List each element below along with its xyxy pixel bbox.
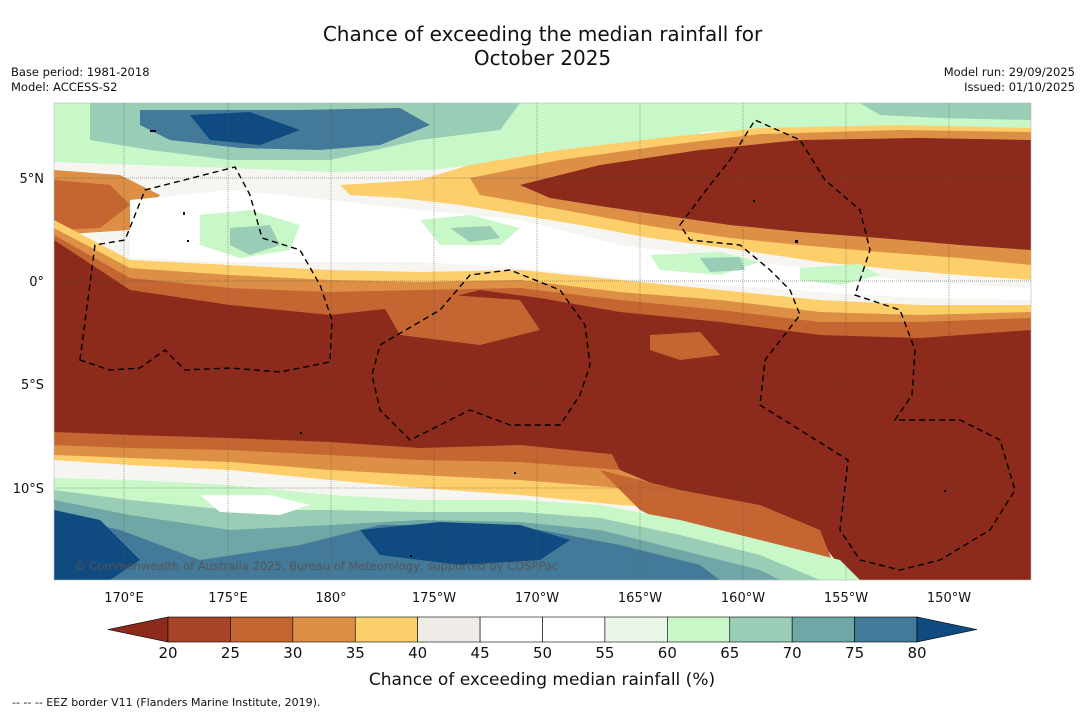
- base-period: Base period: 1981-2018: [11, 65, 150, 79]
- south-wet-core-west: [54, 510, 140, 580]
- map-frame: [53, 102, 1032, 581]
- colorbar-over-arrow: [916, 616, 978, 643]
- lat-label: 0°: [29, 275, 44, 290]
- latitude-labels: 5°N 0° 5°S 10°S: [13, 172, 44, 497]
- lon-label: 165°W: [618, 591, 662, 606]
- colorbar-tick-label: 20: [158, 644, 177, 662]
- map-title-line2: October 2025: [473, 46, 612, 70]
- islands: [150, 130, 946, 557]
- lat-label: 10°S: [13, 482, 44, 497]
- south-wet-core-mid: [360, 522, 570, 565]
- model-run: Model run: 29/09/2025: [943, 65, 1075, 79]
- colorbar-tick-label: 45: [471, 644, 490, 662]
- colorbar-tick-label: 75: [845, 644, 864, 662]
- colorbar-swatch: [417, 616, 481, 643]
- colorbar-swatch: [354, 616, 418, 643]
- colorbar-title: Chance of exceeding median rainfall (%): [369, 670, 715, 690]
- colorbar-swatch: [604, 616, 668, 643]
- lat-label: 5°N: [20, 172, 45, 187]
- north-dry-core: [520, 138, 1031, 250]
- colorbar-swatch: [854, 616, 918, 643]
- colorbar-swatch: [230, 616, 294, 643]
- lon-label: 160°W: [721, 591, 765, 606]
- longitude-labels: 170°E 175°E 180° 175°W 170°W 165°W 160°W 155°W 1…: [104, 591, 971, 606]
- colorbar-swatch: [479, 616, 543, 643]
- colorbar-tick-label: 70: [783, 644, 802, 662]
- colorbar-tick-label: 40: [408, 644, 427, 662]
- colorbar-swatch: [292, 616, 356, 643]
- lon-label: 175°W: [412, 591, 456, 606]
- colorbar-tick-label: 60: [658, 644, 677, 662]
- colorbar-swatch: [167, 616, 231, 643]
- south-dry-orange-patches: [380, 295, 720, 360]
- eez-borders: [79, 119, 1016, 571]
- north-wet-core: [190, 112, 300, 145]
- north-wet-zone-east-mid: [860, 103, 1031, 120]
- west-dry-core: [54, 180, 130, 230]
- colorbar-tick-label: 35: [346, 644, 365, 662]
- map-title-line1: Chance of exceeding the median rainfall …: [322, 22, 763, 46]
- lon-label: 150°W: [927, 591, 971, 606]
- colorbar: 20 25 30 35 40 45 50 55 60 65 70 75 80: [107, 616, 978, 662]
- colorbar-tick-label: 55: [595, 644, 614, 662]
- colorbar-under-arrow: [107, 616, 169, 643]
- south-white-patch: [200, 495, 310, 515]
- lon-label: 170°W: [515, 591, 559, 606]
- eez-footnote: -- -- -- EEZ border V11 (Flanders Marine…: [12, 696, 321, 709]
- lon-label: 180°: [315, 591, 346, 606]
- copyright-text: © Commonwealth of Australia 2025, Bureau…: [74, 559, 558, 573]
- lon-label: 175°E: [208, 591, 248, 606]
- colorbar-tick-label: 80: [907, 644, 926, 662]
- model-name: Model: ACCESS-S2: [11, 80, 118, 94]
- rainfall-map: [54, 103, 1031, 580]
- lon-label: 170°E: [104, 591, 144, 606]
- colorbar-swatch: [791, 616, 855, 643]
- colorbar-tick-label: 65: [720, 644, 739, 662]
- lat-label: 5°S: [21, 378, 44, 393]
- lon-label: 155°W: [824, 591, 868, 606]
- colorbar-swatch: [729, 616, 793, 643]
- colorbar-tick-label: 25: [221, 644, 240, 662]
- colorbar-tick-label: 30: [283, 644, 302, 662]
- issued-date: Issued: 01/10/2025: [964, 80, 1075, 94]
- colorbar-swatch: [542, 616, 606, 643]
- south-east-dry-tongue: [600, 430, 1031, 580]
- colorbar-tick-label: 50: [533, 644, 552, 662]
- colorbar-swatch: [667, 616, 731, 643]
- equatorial-teal-patches: [230, 225, 745, 272]
- graticule: [54, 103, 1031, 580]
- south-dry-core: [54, 240, 1031, 470]
